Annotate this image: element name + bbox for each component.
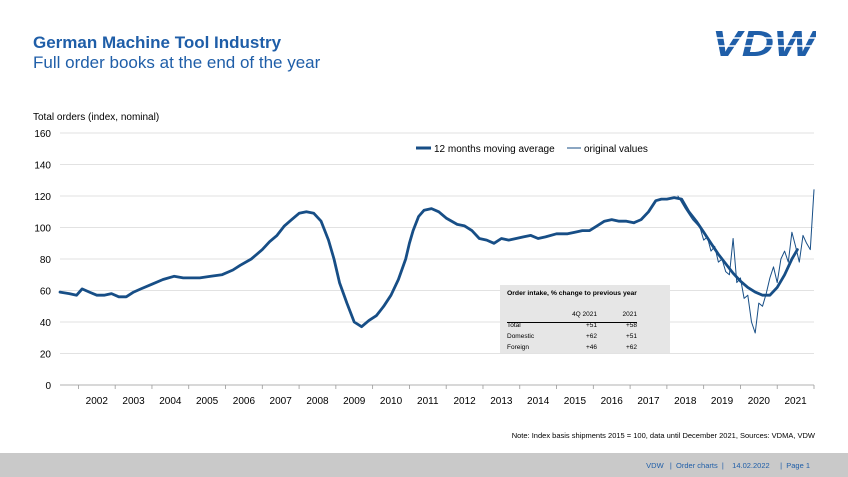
x-tick-label: 2014 bbox=[527, 396, 550, 407]
x-tick-label: 2009 bbox=[343, 396, 366, 407]
inset-header-year: 2021 bbox=[622, 311, 637, 318]
y-tick-label: 140 bbox=[34, 161, 51, 172]
footer-bar: VDW | Order charts | 14.02.2022 | Page 1 bbox=[0, 453, 848, 477]
chart-subtitle: Full order books at the end of the year bbox=[33, 53, 321, 72]
x-tick-labels: 2002 2003 2004 2005 2006 2007 2008 2009 2010 2011… bbox=[77, 385, 815, 407]
x-tick-label: 2019 bbox=[711, 396, 734, 407]
x-tick-label: 2006 bbox=[233, 396, 256, 407]
x-tick-label: 2015 bbox=[564, 396, 587, 407]
x-tick-label: 2018 bbox=[674, 396, 697, 407]
chart-title: German Machine Tool Industry bbox=[33, 33, 282, 52]
inset-header-row: 4Q 2021 2021 bbox=[507, 311, 637, 323]
inset-row-domestic: Domestic +62 +51 bbox=[507, 333, 637, 340]
x-tick-label: 2002 bbox=[86, 396, 109, 407]
x-tick-label: 2010 bbox=[380, 396, 403, 407]
y-tick-label: 0 bbox=[45, 381, 51, 392]
x-tick-label: 2013 bbox=[490, 396, 513, 407]
series-original-values bbox=[677, 189, 815, 334]
x-tick-label: 2003 bbox=[122, 396, 145, 407]
legend: 12 months moving average original values bbox=[416, 144, 648, 155]
source-note: Note: Index basis shipments 2015 = 100, … bbox=[511, 431, 815, 440]
x-tick-label: 2012 bbox=[453, 396, 476, 407]
grid-lines bbox=[60, 132, 814, 386]
x-tick-label: 2011 bbox=[417, 396, 439, 407]
series-lines bbox=[58, 189, 815, 334]
x-tick-label: 2005 bbox=[196, 396, 219, 407]
vdw-logo: VDW bbox=[712, 28, 816, 60]
y-tick-label: 120 bbox=[34, 192, 51, 203]
x-tick-label: 2020 bbox=[748, 396, 771, 407]
legend-label-original: original values bbox=[584, 144, 648, 155]
x-tick-label: 2007 bbox=[270, 396, 293, 407]
footer-text: VDW | Order charts | 14.02.2022 | Page 1 bbox=[646, 461, 810, 470]
x-tick-label: 2021 bbox=[784, 396, 807, 407]
y-axis-label: Total orders (index, nominal) bbox=[33, 112, 160, 123]
series-moving-average bbox=[58, 196, 799, 329]
y-tick-labels: 0 20 40 60 80 100 120 140 160 bbox=[34, 129, 51, 392]
x-tick-label: 2016 bbox=[601, 396, 624, 407]
svg-text:VDW: VDW bbox=[712, 28, 816, 60]
x-tick-label: 2017 bbox=[637, 396, 660, 407]
inset-header-4q: 4Q 2021 bbox=[572, 311, 597, 318]
order-intake-table: Order intake, % change to previous year … bbox=[500, 285, 670, 353]
y-tick-label: 160 bbox=[34, 129, 51, 140]
y-tick-label: 80 bbox=[40, 255, 52, 266]
legend-label-moving-average: 12 months moving average bbox=[434, 144, 555, 155]
inset-row-total: Total +51 +58 bbox=[507, 322, 637, 329]
y-tick-label: 20 bbox=[40, 350, 52, 361]
x-tick-label: 2008 bbox=[306, 396, 329, 407]
y-tick-label: 100 bbox=[34, 224, 51, 235]
y-tick-label: 40 bbox=[40, 318, 52, 329]
inset-title: Order intake, % change to previous year bbox=[507, 290, 637, 297]
x-tick-label: 2004 bbox=[159, 396, 182, 407]
y-tick-label: 60 bbox=[40, 287, 52, 298]
inset-row-foreign: Foreign +46 +62 bbox=[507, 344, 637, 351]
